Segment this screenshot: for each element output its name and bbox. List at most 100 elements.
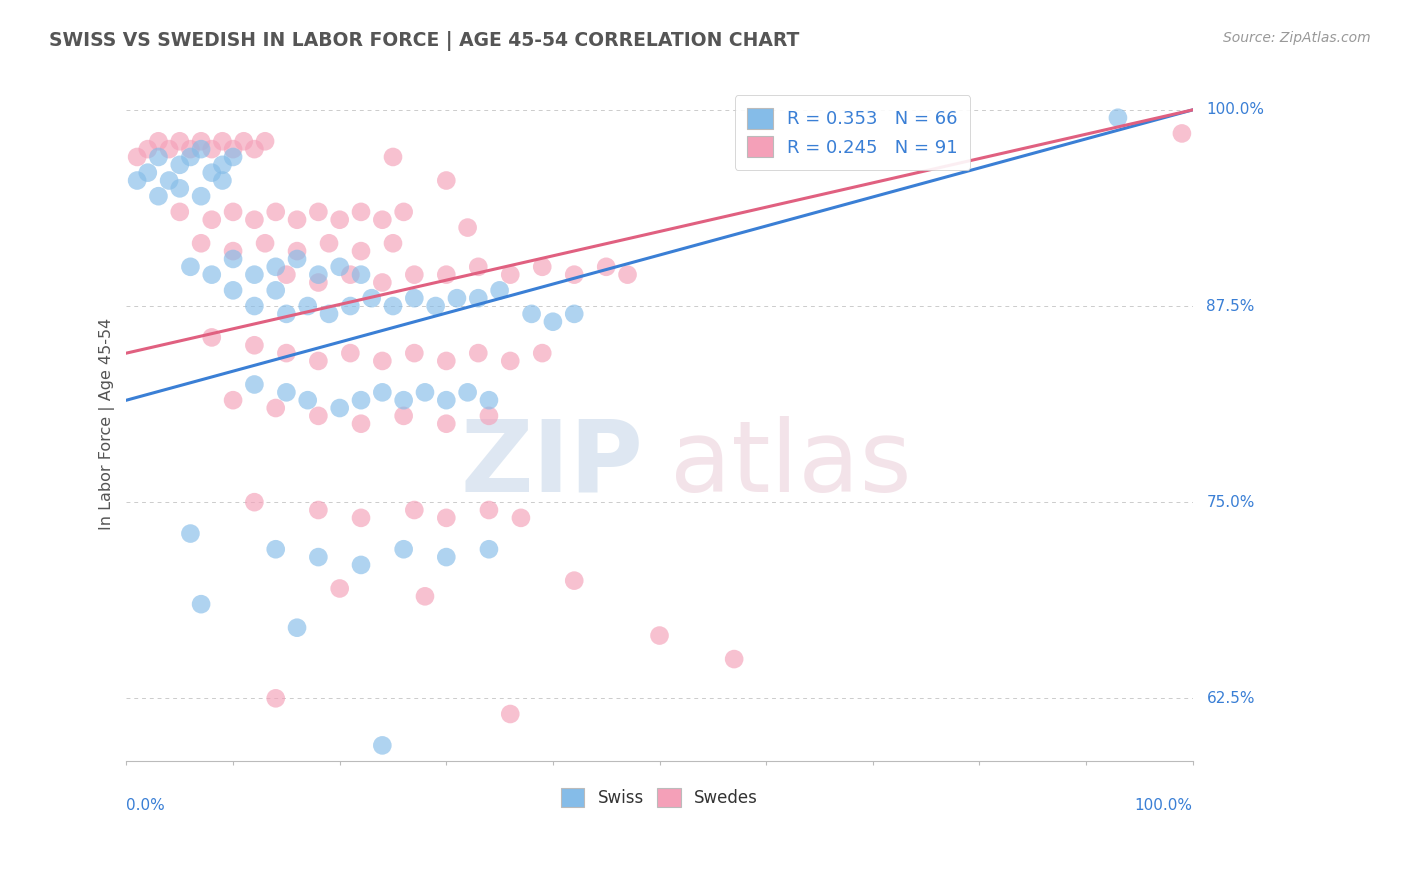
Point	[201, 330, 224, 344]
Point	[562, 574, 585, 588]
Point	[254, 236, 277, 251]
Point	[127, 150, 149, 164]
Point	[499, 706, 522, 721]
Text: 100.0%: 100.0%	[1206, 103, 1264, 118]
Point	[276, 307, 298, 321]
Point	[478, 542, 501, 557]
Point	[285, 212, 308, 227]
Point	[434, 354, 457, 368]
Point	[264, 542, 287, 557]
Point	[190, 189, 212, 203]
Point	[478, 409, 501, 423]
Point	[350, 205, 373, 219]
Point	[276, 268, 298, 282]
Point	[169, 134, 191, 148]
Point	[307, 268, 329, 282]
Point	[350, 417, 373, 431]
Text: ZIP: ZIP	[461, 416, 644, 513]
Point	[350, 558, 373, 572]
Point	[329, 582, 352, 596]
Point	[392, 205, 415, 219]
Point	[211, 173, 233, 187]
Point	[307, 354, 329, 368]
Point	[392, 393, 415, 408]
Point	[404, 503, 426, 517]
Point	[243, 377, 266, 392]
Point	[243, 495, 266, 509]
Point	[136, 166, 159, 180]
Point	[222, 142, 245, 156]
Point	[169, 158, 191, 172]
Point	[382, 150, 405, 164]
Point	[222, 150, 245, 164]
Point	[404, 268, 426, 282]
Point	[276, 385, 298, 400]
Point	[307, 503, 329, 517]
Point	[541, 315, 564, 329]
Point	[616, 268, 638, 282]
Point	[520, 307, 543, 321]
Point	[297, 393, 319, 408]
Point	[318, 236, 340, 251]
Point	[350, 268, 373, 282]
Point	[222, 244, 245, 259]
Point	[371, 385, 394, 400]
Point	[243, 299, 266, 313]
Point	[264, 205, 287, 219]
Point	[264, 401, 287, 415]
Point	[329, 401, 352, 415]
Point	[531, 346, 554, 360]
Point	[201, 142, 224, 156]
Point	[243, 212, 266, 227]
Point	[499, 268, 522, 282]
Text: 0.0%: 0.0%	[127, 798, 166, 814]
Point	[222, 393, 245, 408]
Point	[478, 393, 501, 408]
Point	[190, 236, 212, 251]
Text: atlas: atlas	[671, 416, 912, 513]
Text: Source: ZipAtlas.com: Source: ZipAtlas.com	[1223, 31, 1371, 45]
Point	[371, 212, 394, 227]
Point	[201, 212, 224, 227]
Point	[148, 134, 170, 148]
Point	[190, 597, 212, 611]
Point	[457, 385, 479, 400]
Point	[211, 158, 233, 172]
Point	[201, 166, 224, 180]
Point	[297, 299, 319, 313]
Point	[350, 393, 373, 408]
Point	[595, 260, 617, 274]
Point	[169, 205, 191, 219]
Point	[434, 173, 457, 187]
Point	[339, 299, 361, 313]
Point	[404, 346, 426, 360]
Point	[179, 526, 201, 541]
Point	[478, 503, 501, 517]
Point	[392, 542, 415, 557]
Point	[318, 307, 340, 321]
Point	[307, 276, 329, 290]
Point	[531, 260, 554, 274]
Point	[499, 354, 522, 368]
Point	[254, 134, 277, 148]
Point	[179, 150, 201, 164]
Point	[434, 393, 457, 408]
Point	[371, 739, 394, 753]
Point	[457, 220, 479, 235]
Point	[190, 142, 212, 156]
Point	[339, 346, 361, 360]
Point	[243, 142, 266, 156]
Point	[382, 299, 405, 313]
Point	[264, 283, 287, 297]
Point	[350, 244, 373, 259]
Point	[222, 283, 245, 297]
Point	[243, 338, 266, 352]
Point	[222, 205, 245, 219]
Text: 75.0%: 75.0%	[1206, 495, 1254, 509]
Point	[1107, 111, 1129, 125]
Point	[127, 173, 149, 187]
Point	[264, 260, 287, 274]
Point	[148, 189, 170, 203]
Point	[350, 511, 373, 525]
Point	[157, 173, 180, 187]
